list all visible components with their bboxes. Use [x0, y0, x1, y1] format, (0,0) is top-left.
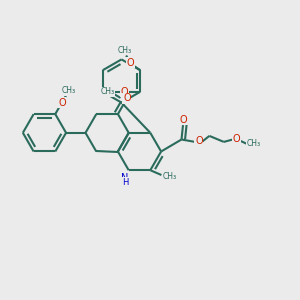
Text: CH₃: CH₃ — [246, 140, 260, 148]
Text: O: O — [195, 136, 203, 146]
Text: O: O — [233, 134, 241, 144]
Text: O: O — [121, 86, 128, 97]
Text: CH₃: CH₃ — [162, 172, 176, 181]
Text: H: H — [122, 178, 128, 187]
Text: CH₃: CH₃ — [62, 86, 76, 95]
Text: O: O — [58, 98, 66, 108]
Text: N: N — [122, 173, 129, 183]
Text: O: O — [127, 58, 134, 68]
Text: CH₃: CH₃ — [118, 46, 132, 55]
Text: O: O — [123, 94, 131, 103]
Text: O: O — [179, 115, 187, 125]
Text: CH₃: CH₃ — [100, 87, 114, 96]
